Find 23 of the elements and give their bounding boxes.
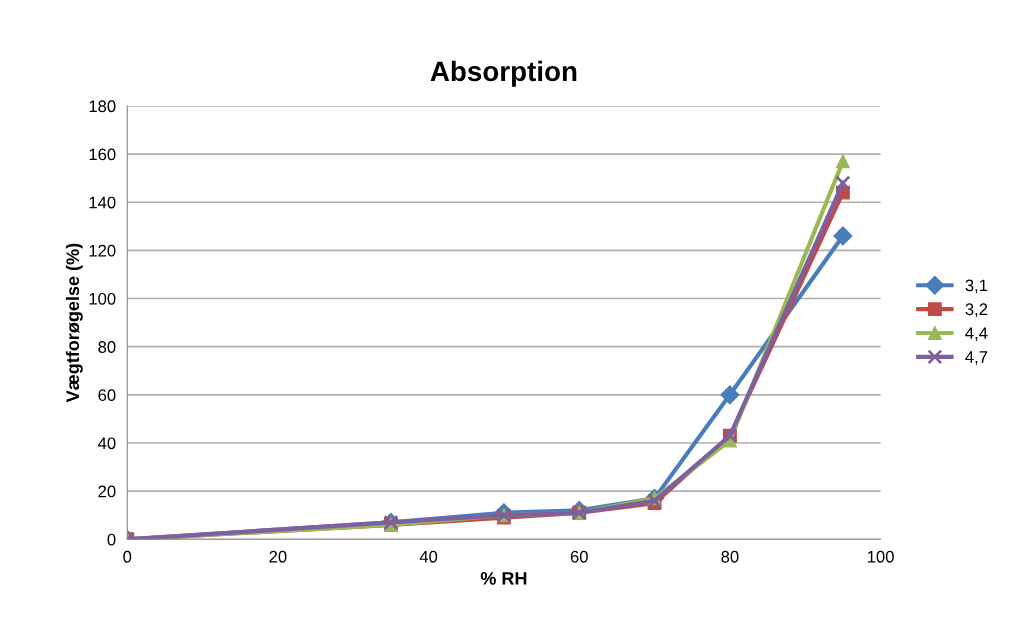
y-tick-label: 0 [107,533,116,546]
y-tick-label: 20 [98,485,116,498]
x-tick-label: 0 [123,550,132,563]
y-tick-label: 140 [89,196,116,209]
y-tick-label: 80 [98,341,116,353]
x-tick-label: 20 [269,550,287,563]
y-tick-label: 120 [89,244,116,257]
x-tick-label: 100 [867,550,894,563]
legend-label: 3,1 [965,279,988,294]
x-axis-title: % RH [480,572,527,585]
y-tick-label: 100 [89,292,116,305]
x-tick-label: 80 [721,550,739,563]
chart-title: Absorption [430,60,577,87]
legend-label: 4,7 [965,351,988,365]
y-axis-title: Vægtforøgelse (%) [65,243,83,403]
y-tick-label: 40 [97,437,116,450]
legend-label: 4,4 [965,327,988,341]
y-tick-label: 160 [89,148,116,161]
y-tick-label: 60 [98,389,116,402]
x-tick-label: 40 [419,550,438,563]
legend-label: 3,2 [965,303,988,318]
y-tick-label: 180 [89,100,116,113]
x-tick-label: 60 [570,550,588,563]
